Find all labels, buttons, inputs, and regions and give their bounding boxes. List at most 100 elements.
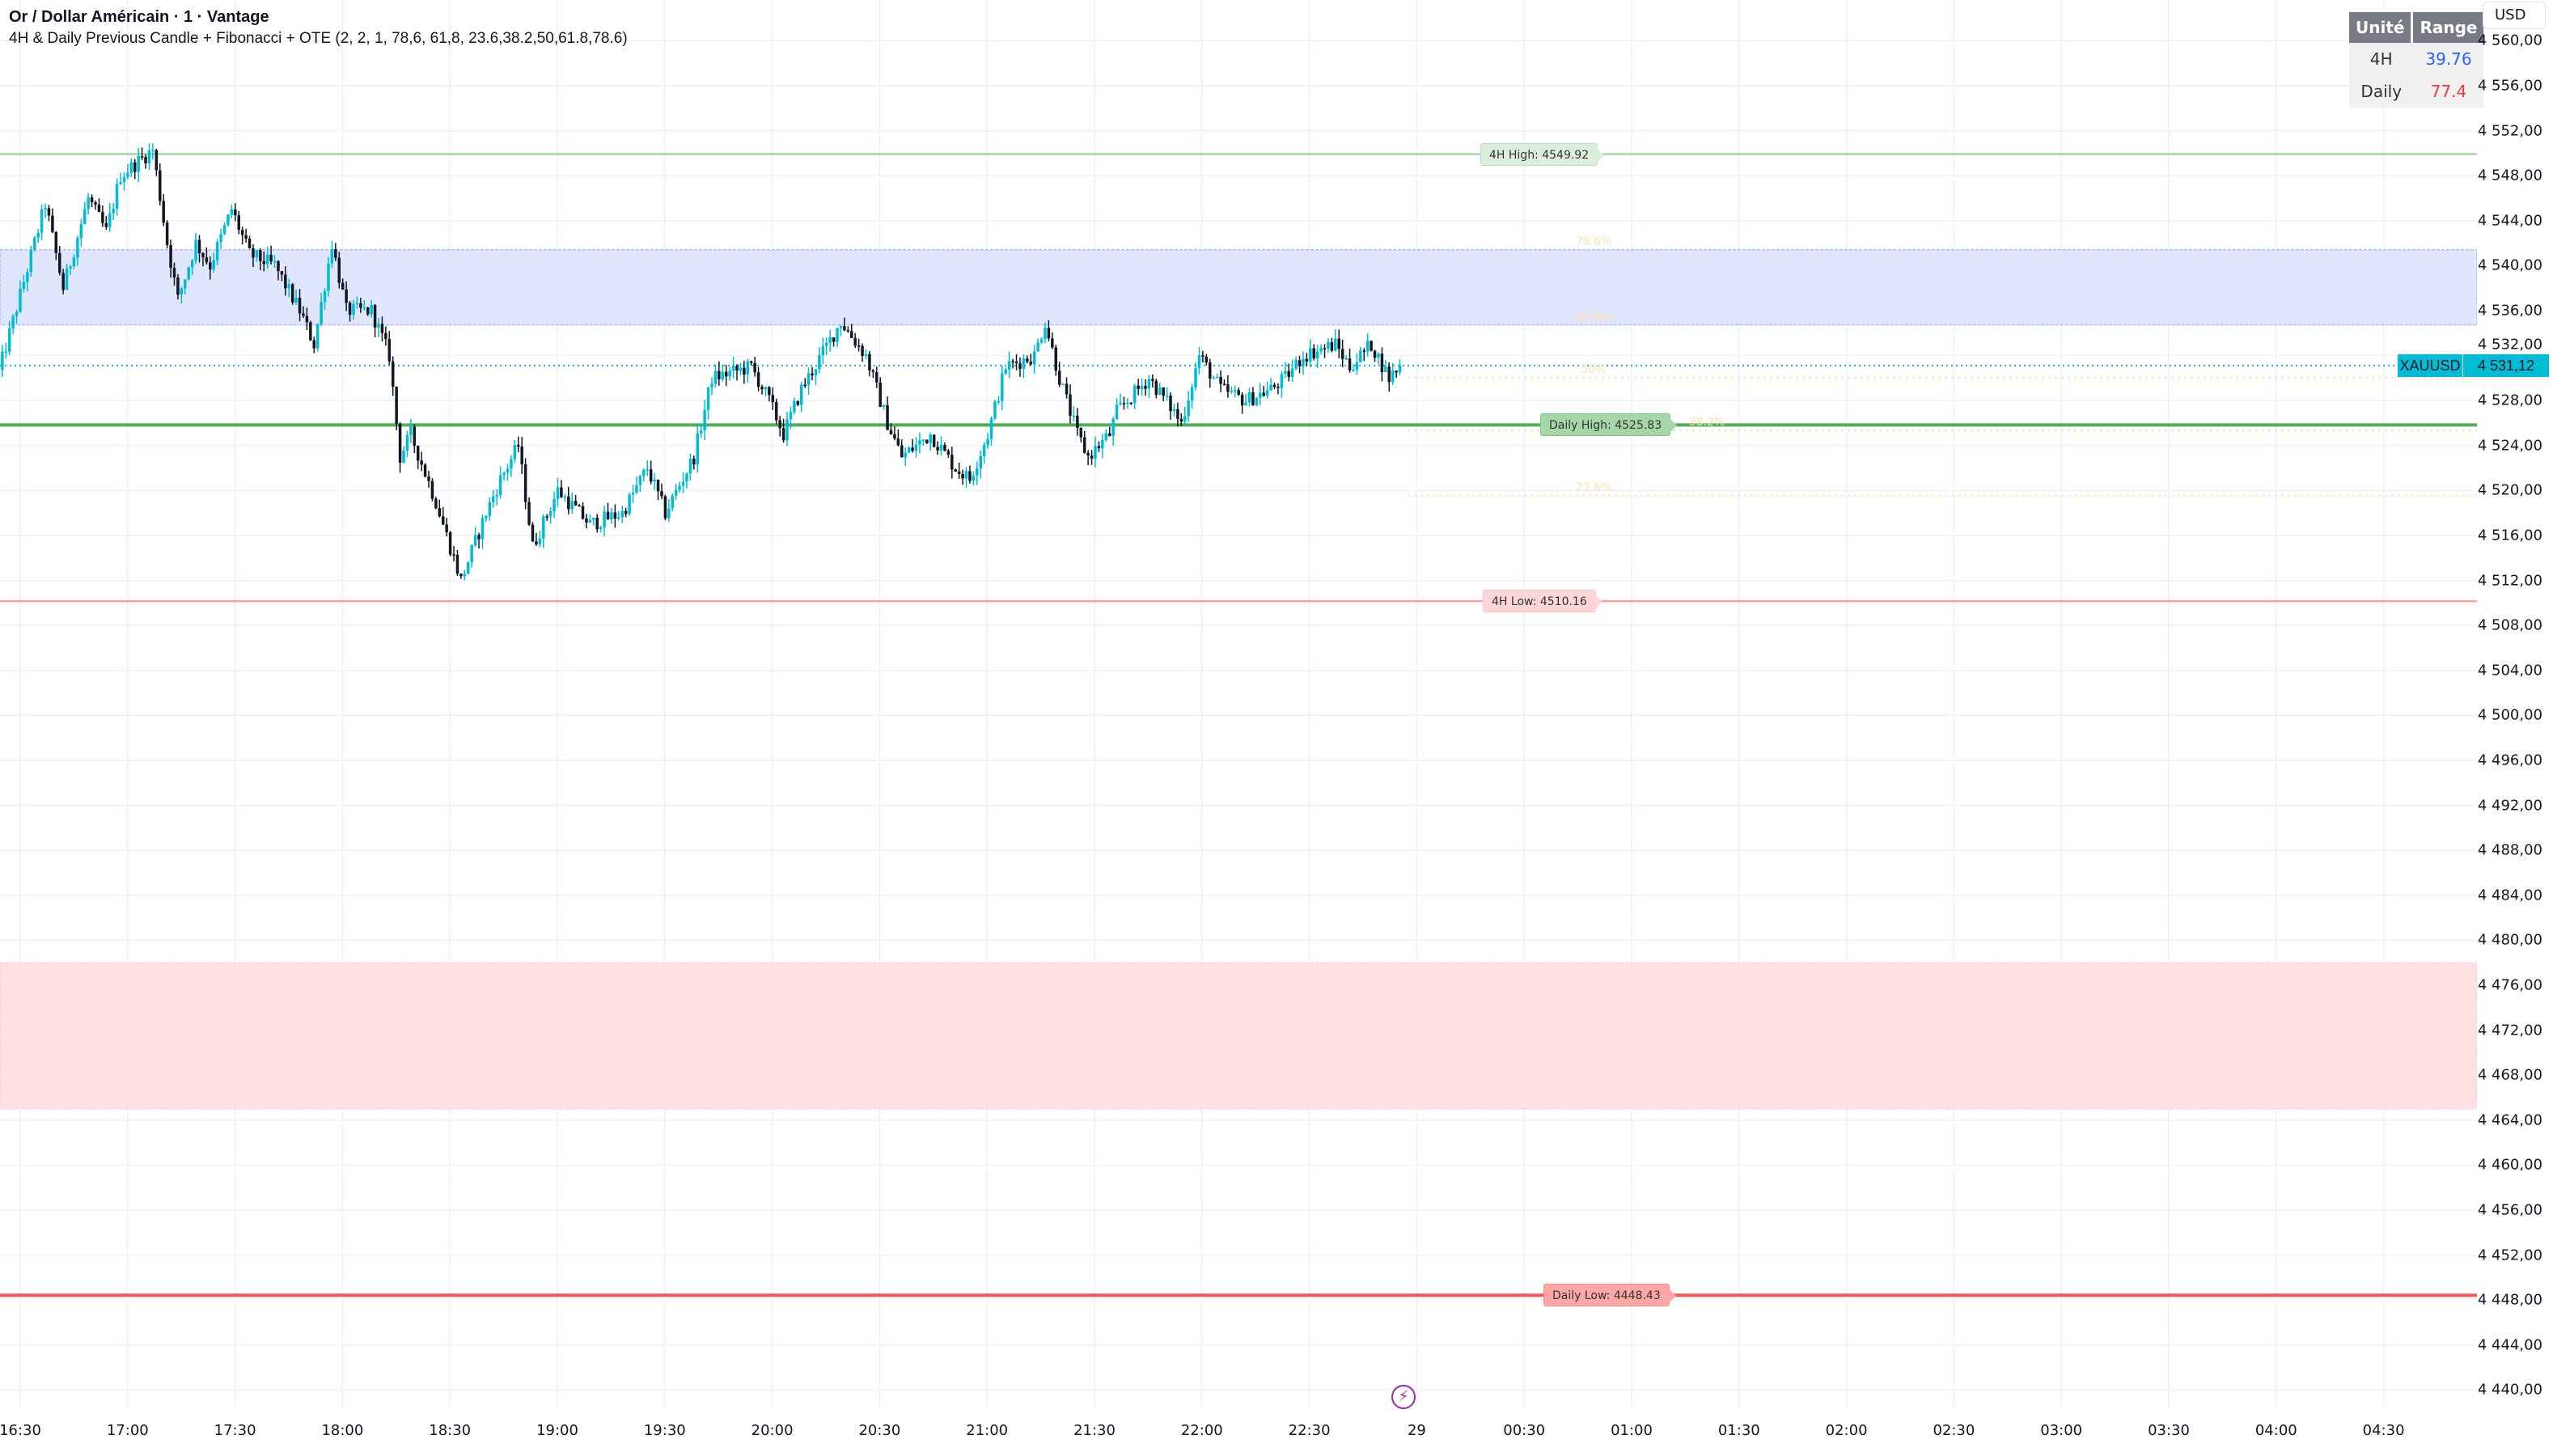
- candle-body: [631, 493, 635, 495]
- candle-body: [871, 370, 875, 372]
- candle-body: [359, 303, 362, 308]
- time-tick-label: 17:30: [214, 1422, 256, 1439]
- candle-body: [688, 459, 692, 474]
- candle-body: [420, 460, 423, 465]
- candle-body: [939, 445, 943, 451]
- candle-body: [1237, 390, 1240, 395]
- candle-body: [244, 235, 248, 239]
- candle-body: [391, 361, 395, 387]
- price-axis[interactable]: 4 560,00 4 556,00 4 552,00 4 548,00 4 544,00…: [2477, 0, 2553, 1407]
- candle-body: [563, 496, 567, 498]
- candle-body: [581, 506, 585, 519]
- candle-body: [710, 383, 713, 387]
- candle-body: [624, 510, 628, 514]
- candle-body: [706, 387, 710, 410]
- candle-body: [1172, 408, 1176, 412]
- candle-body: [169, 245, 172, 269]
- candle-body: [330, 249, 334, 264]
- indicator-legend[interactable]: 4H & Daily Previous Candle + Fibonacci +…: [9, 30, 628, 47]
- candle-body: [151, 150, 155, 151]
- range-cell: 39.76: [2413, 43, 2484, 75]
- price-tick-label: 4 508,00: [2477, 616, 2542, 634]
- candle-body: [893, 434, 896, 439]
- candle-body: [1039, 339, 1044, 343]
- candle-body: [1086, 452, 1090, 456]
- candle-body: [1022, 358, 1026, 369]
- candle-body: [1395, 370, 1398, 373]
- candle-body: [1352, 369, 1355, 371]
- candle-body: [982, 445, 986, 456]
- price-tick-label: 4 492,00: [2477, 797, 2542, 815]
- candle-body: [1272, 384, 1276, 387]
- candle-body: [477, 535, 481, 540]
- candle-body: [1032, 351, 1036, 365]
- candle-body: [362, 307, 366, 309]
- time-tick-label: 20:00: [751, 1422, 794, 1439]
- candle-body: [545, 516, 548, 518]
- candle-body: [1294, 360, 1298, 369]
- candle-body: [1179, 418, 1183, 422]
- candle-body: [402, 451, 405, 463]
- candle-body: [194, 239, 197, 260]
- price-tick-label: 4 496,00: [2477, 751, 2542, 769]
- candle-body: [1305, 358, 1309, 362]
- candle-body: [1298, 360, 1302, 366]
- candle-body: [384, 332, 387, 340]
- candle-body: [585, 518, 588, 523]
- range-cell: 77.4: [2413, 75, 2484, 108]
- candle-body: [76, 238, 79, 258]
- candle-body: [481, 518, 485, 540]
- candle-body: [1094, 446, 1097, 459]
- candle-body: [1162, 387, 1165, 396]
- candle-body: [1290, 368, 1294, 377]
- candle-body: [104, 222, 108, 227]
- currency-button[interactable]: USD: [2483, 2, 2546, 29]
- candle-body: [1309, 348, 1312, 362]
- candle-body: [265, 254, 269, 265]
- candle-body: [51, 215, 54, 232]
- candle-body: [44, 208, 47, 210]
- candle-body: [914, 444, 918, 451]
- candle-body: [1147, 379, 1151, 389]
- time-axis[interactable]: 16:30 17:00 17:30 18:00 18:30 19:00 19:30 20:00…: [0, 1407, 2477, 1456]
- candle-body: [1222, 383, 1226, 386]
- candle-body: [470, 545, 473, 563]
- candle-body: [1323, 348, 1327, 349]
- candle-body: [29, 249, 33, 273]
- candle-body: [115, 184, 119, 209]
- candle-body: [1334, 338, 1337, 351]
- candle-body: [506, 468, 510, 473]
- candle-body: [1158, 387, 1162, 396]
- unit-cell: 4H: [2349, 43, 2414, 75]
- time-tick-label: 21:00: [966, 1422, 1009, 1439]
- candle-body: [1176, 408, 1179, 419]
- candle-body: [774, 402, 778, 421]
- symbol-title[interactable]: Or / Dollar Américain · 1 · Vantage: [9, 8, 269, 26]
- price-tick-label: 4 516,00: [2477, 527, 2542, 544]
- candle-body: [1387, 366, 1391, 383]
- candle-body: [1051, 338, 1054, 348]
- candle-body: [1097, 446, 1101, 449]
- candle-body: [441, 516, 445, 525]
- candle-body: [11, 315, 15, 328]
- candle-body: [1151, 379, 1154, 381]
- candle-body: [1090, 455, 1094, 459]
- candle-body: [1226, 384, 1230, 392]
- chart-pane[interactable]: [0, 0, 2477, 1407]
- candle-body: [814, 369, 818, 376]
- lightning-icon[interactable]: ⚡: [1391, 1385, 1416, 1409]
- candle-body: [54, 231, 58, 253]
- price-tick-label: 4 464,00: [2477, 1111, 2542, 1129]
- candle-body: [997, 400, 1001, 403]
- candle-body: [502, 472, 506, 476]
- candle-body: [685, 473, 688, 482]
- candle-body: [918, 440, 921, 445]
- price-tick-label: 4 460,00: [2477, 1156, 2542, 1174]
- candle-body: [197, 239, 201, 254]
- candle-body: [4, 351, 8, 353]
- level-label-4h-low: 4H Low: 4510.16: [1483, 590, 1603, 613]
- candle-body: [112, 208, 115, 214]
- candle-body: [1169, 396, 1172, 412]
- candle-body: [943, 445, 946, 451]
- candle-body: [799, 384, 803, 405]
